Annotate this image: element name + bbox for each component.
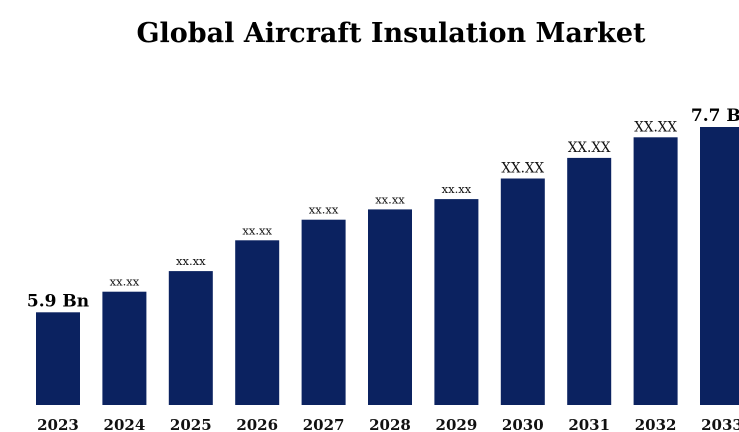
data-label-2032: XX.XX xyxy=(634,119,677,135)
bar-2027 xyxy=(301,219,346,405)
x-tick-2033: 2033 xyxy=(701,416,739,432)
x-tick-2032: 2032 xyxy=(635,416,677,432)
x-tick-2031: 2031 xyxy=(568,416,610,432)
bar-2025 xyxy=(168,271,213,405)
x-tick-2029: 2029 xyxy=(436,416,478,432)
x-tick-2024: 2024 xyxy=(104,416,146,432)
bar-2032 xyxy=(633,137,678,406)
data-label-2031: XX.XX xyxy=(568,140,611,156)
x-tick-2027: 2027 xyxy=(303,416,345,432)
data-label-2023: 5.9 Bn xyxy=(27,291,89,311)
x-axis-tick-labels: 2023 2024 2025 2026 2027 2028 2029 2030 2031 2032… xyxy=(37,416,739,432)
bar-2023 xyxy=(36,312,80,405)
bar-2024 xyxy=(102,291,147,405)
x-tick-2025: 2025 xyxy=(170,416,212,432)
chart-title: Global Aircraft Insulation Market xyxy=(136,18,646,49)
data-labels-group: 5.9 Bn xx.xx xx.xx xx.xx xx.xx xx.xx xx.xx XX.X… xyxy=(27,106,739,311)
bar-2030 xyxy=(500,178,545,405)
data-label-2030: XX.XX xyxy=(501,161,544,177)
bar-2031 xyxy=(567,157,612,405)
data-label-2033: 7.7 Bn xyxy=(691,106,739,126)
bar-2029 xyxy=(434,199,479,405)
bar-2028 xyxy=(368,209,412,405)
data-label-2024: xx.xx xyxy=(110,275,140,289)
x-tick-2028: 2028 xyxy=(369,416,411,432)
data-label-2025: xx.xx xyxy=(176,254,206,268)
data-label-2027: xx.xx xyxy=(309,203,339,217)
data-label-2026: xx.xx xyxy=(242,223,272,237)
data-label-2029: xx.xx xyxy=(442,182,472,196)
bars-group xyxy=(36,127,739,406)
x-tick-2026: 2026 xyxy=(236,416,278,432)
bar-2026 xyxy=(235,240,280,405)
data-label-2028: xx.xx xyxy=(375,192,405,206)
x-tick-2030: 2030 xyxy=(502,416,544,432)
bar-2033 xyxy=(700,127,739,405)
x-tick-2023: 2023 xyxy=(37,416,79,432)
